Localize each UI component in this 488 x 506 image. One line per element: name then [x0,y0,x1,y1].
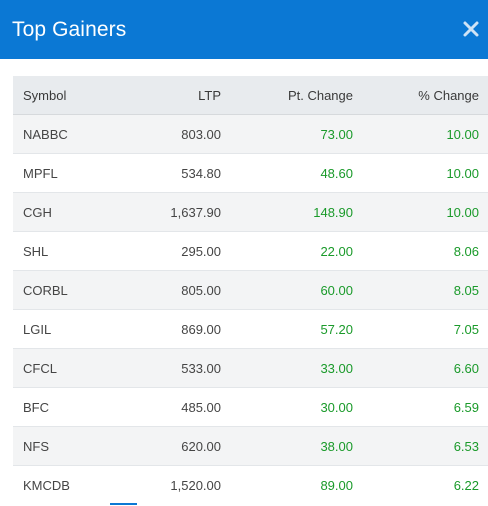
table-row[interactable]: SHL 295.00 22.00 8.06 [13,231,488,271]
ltp-cell: 803.00 [133,114,221,154]
pct-change-cell: 7.05 [353,309,488,349]
ltp-cell: 1,637.90 [133,192,221,232]
pt-change-cell: 57.20 [221,309,353,349]
pct-change-cell: 10.00 [353,192,488,232]
ltp-cell: 805.00 [133,270,221,310]
ltp-cell: 534.80 [133,153,221,193]
table-row[interactable]: CGH 1,637.90 148.90 10.00 [13,192,488,232]
pct-change-cell: 6.60 [353,348,488,388]
table-row[interactable]: LGIL 869.00 57.20 7.05 [13,309,488,349]
ltp-cell: 620.00 [133,426,221,466]
table-row[interactable]: CFCL 533.00 33.00 6.60 [13,348,488,388]
symbol-cell: CGH [13,192,133,232]
pt-change-cell: 48.60 [221,153,353,193]
pt-change-cell: 30.00 [221,387,353,427]
symbol-cell: NABBC [13,114,133,154]
pt-change-cell: 33.00 [221,348,353,388]
symbol-cell: CFCL [13,348,133,388]
table-row[interactable]: KMCDB 1,520.00 89.00 6.22 [13,465,488,504]
gainers-table-container[interactable]: Symbol LTP Pt. Change % Change NABBC 803.… [13,76,488,504]
column-header-ltp[interactable]: LTP [133,76,221,115]
symbol-cell: LGIL [13,309,133,349]
pct-change-cell: 8.06 [353,231,488,271]
table-row[interactable]: NABBC 803.00 73.00 10.00 [13,114,488,154]
pct-change-cell: 6.53 [353,426,488,466]
gainers-table: Symbol LTP Pt. Change % Change NABBC 803.… [13,76,488,504]
modal-header: Top Gainers [0,0,488,59]
table-header-row: Symbol LTP Pt. Change % Change [13,76,488,115]
column-header-symbol[interactable]: Symbol [13,76,133,115]
pct-change-cell: 8.05 [353,270,488,310]
symbol-cell: MPFL [13,153,133,193]
modal-title: Top Gainers [12,17,127,41]
pt-change-cell: 73.00 [221,114,353,154]
table-row[interactable]: BFC 485.00 30.00 6.59 [13,387,488,427]
ltp-cell: 485.00 [133,387,221,427]
pct-change-cell: 6.22 [353,465,488,504]
symbol-cell: BFC [13,387,133,427]
symbol-cell: NFS [13,426,133,466]
pt-change-cell: 89.00 [221,465,353,504]
pt-change-cell: 148.90 [221,192,353,232]
scroll-indicator [110,503,137,505]
pct-change-cell: 6.59 [353,387,488,427]
pt-change-cell: 22.00 [221,231,353,271]
ltp-cell: 869.00 [133,309,221,349]
column-header-pct-change[interactable]: % Change [353,76,488,115]
ltp-cell: 1,520.00 [133,465,221,504]
pct-change-cell: 10.00 [353,153,488,193]
symbol-cell: CORBL [13,270,133,310]
symbol-cell: SHL [13,231,133,271]
table-row[interactable]: MPFL 534.80 48.60 10.00 [13,153,488,193]
pt-change-cell: 60.00 [221,270,353,310]
table-row[interactable]: NFS 620.00 38.00 6.53 [13,426,488,466]
ltp-cell: 533.00 [133,348,221,388]
table-row[interactable]: CORBL 805.00 60.00 8.05 [13,270,488,310]
close-icon[interactable] [462,20,480,38]
pct-change-cell: 10.00 [353,114,488,154]
pt-change-cell: 38.00 [221,426,353,466]
ltp-cell: 295.00 [133,231,221,271]
symbol-cell: KMCDB [13,465,133,504]
column-header-pt-change[interactable]: Pt. Change [221,76,353,115]
